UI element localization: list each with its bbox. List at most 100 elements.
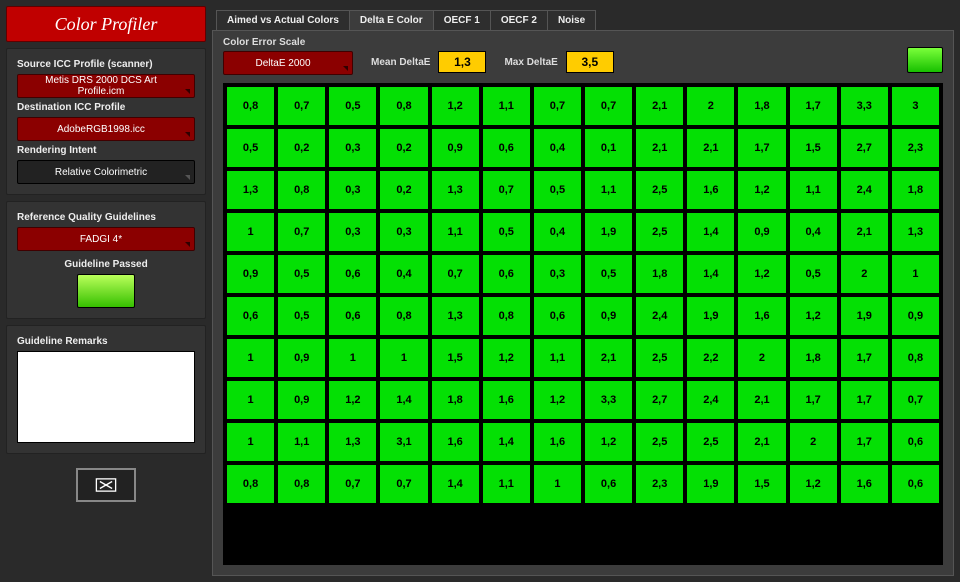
- deltae-cell: 1: [227, 423, 274, 461]
- deltae-cell: 1,3: [432, 171, 479, 209]
- deltae-cell: 1,2: [738, 171, 785, 209]
- close-icon: [95, 478, 117, 492]
- deltae-grid-scroll[interactable]: 0,80,70,50,81,21,10,70,72,121,81,73,330,…: [223, 83, 943, 565]
- max-deltae-value: 3,5: [566, 51, 614, 73]
- ref-guidelines-dropdown[interactable]: FADGI 4*: [17, 227, 195, 251]
- rendering-intent-dropdown[interactable]: Relative Colorimetric: [17, 160, 195, 184]
- deltae-cell: 0,6: [227, 297, 274, 335]
- deltae-cell: 1: [227, 213, 274, 251]
- guidelines-panel: Reference Quality Guidelines FADGI 4* Gu…: [6, 201, 206, 319]
- deltae-cell: 2,1: [738, 381, 785, 419]
- deltae-cell: 1,8: [432, 381, 479, 419]
- color-error-scale-label: Color Error Scale: [223, 37, 353, 48]
- deltae-cell: 0,6: [483, 129, 530, 167]
- deltae-cell: 0,9: [227, 255, 274, 293]
- tab-oecf-1[interactable]: OECF 1: [433, 10, 491, 30]
- deltae-cell: 1: [329, 339, 376, 377]
- deltae-cell: 0,6: [892, 465, 939, 503]
- tab-bar: Aimed vs Actual ColorsDelta E ColorOECF …: [212, 6, 954, 30]
- deltae-cell: 1,2: [738, 255, 785, 293]
- deltae-cell: 0,9: [738, 213, 785, 251]
- deltae-cell: 0,5: [227, 129, 274, 167]
- mean-deltae-label: Mean DeltaE: [371, 57, 430, 68]
- deltae-cell: 1,5: [790, 129, 837, 167]
- source-icc-label: Source ICC Profile (scanner): [17, 59, 195, 70]
- guideline-remarks-textarea[interactable]: [17, 351, 195, 443]
- deltae-cell: 0,4: [534, 129, 581, 167]
- deltae-cell: 0,2: [380, 129, 427, 167]
- deltae-cell: 2,5: [687, 423, 734, 461]
- deltae-cell: 1,7: [790, 381, 837, 419]
- deltae-cell: 1,6: [687, 171, 734, 209]
- deltae-cell: 1,9: [687, 465, 734, 503]
- deltae-cell: 1: [534, 465, 581, 503]
- deltae-cell: 0,2: [380, 171, 427, 209]
- close-button[interactable]: [76, 468, 136, 502]
- deltae-cell: 2,7: [636, 381, 683, 419]
- tab-noise[interactable]: Noise: [547, 10, 596, 30]
- deltae-cell: 1,6: [534, 423, 581, 461]
- deltae-cell: 0,7: [483, 171, 530, 209]
- tab-delta-e-color[interactable]: Delta E Color: [349, 10, 434, 30]
- deltae-cell: 0,4: [380, 255, 427, 293]
- deltae-cell: 0,8: [380, 87, 427, 125]
- tab-oecf-2[interactable]: OECF 2: [490, 10, 548, 30]
- deltae-cell: 2,1: [636, 87, 683, 125]
- deltae-cell: 1,9: [841, 297, 888, 335]
- deltae-cell: 0,8: [278, 171, 325, 209]
- status-indicator: [907, 47, 943, 73]
- deltae-cell: 1,1: [483, 465, 530, 503]
- deltae-cell: 0,8: [227, 465, 274, 503]
- deltae-cell: 1,9: [687, 297, 734, 335]
- deltae-cell: 1,6: [432, 423, 479, 461]
- guideline-passed-label: Guideline Passed: [17, 259, 195, 270]
- deltae-cell: 1,2: [483, 339, 530, 377]
- deltae-cell: 1,4: [380, 381, 427, 419]
- deltae-cell: 0,5: [534, 171, 581, 209]
- dest-icc-dropdown[interactable]: AdobeRGB1998.icc: [17, 117, 195, 141]
- deltae-cell: 0,9: [278, 339, 325, 377]
- deltae-cell: 0,8: [227, 87, 274, 125]
- mean-deltae-value: 1,3: [438, 51, 486, 73]
- deltae-cell: 0,5: [483, 213, 530, 251]
- deltae-cell: 0,4: [790, 213, 837, 251]
- deltae-cell: 2,5: [636, 171, 683, 209]
- deltae-cell: 3: [892, 87, 939, 125]
- deltae-cell: 1,2: [790, 465, 837, 503]
- deltae-cell: 1,1: [483, 87, 530, 125]
- deltae-cell: 1,8: [636, 255, 683, 293]
- deltae-cell: 0,6: [892, 423, 939, 461]
- deltae-cell: 0,1: [585, 129, 632, 167]
- deltae-cell: 2,4: [841, 171, 888, 209]
- deltae-cell: 1,2: [790, 297, 837, 335]
- deltae-cell: 2,1: [636, 129, 683, 167]
- deltae-cell: 0,7: [432, 255, 479, 293]
- max-deltae-label: Max DeltaE: [504, 57, 557, 68]
- deltae-cell: 2: [738, 339, 785, 377]
- deltae-cell: 0,8: [278, 465, 325, 503]
- color-error-scale-dropdown[interactable]: DeltaE 2000: [223, 51, 353, 75]
- deltae-cell: 2,1: [841, 213, 888, 251]
- guideline-remarks-label: Guideline Remarks: [17, 336, 195, 347]
- deltae-cell: 0,5: [585, 255, 632, 293]
- deltae-cell: 2,1: [687, 129, 734, 167]
- deltae-cell: 1,9: [585, 213, 632, 251]
- deltae-grid: 0,80,70,50,81,21,10,70,72,121,81,73,330,…: [223, 83, 943, 507]
- deltae-cell: 1,1: [790, 171, 837, 209]
- deltae-cell: 2,5: [636, 213, 683, 251]
- source-icc-dropdown[interactable]: Metis DRS 2000 DCS Art Profile.icm: [17, 74, 195, 98]
- deltae-cell: 0,3: [329, 129, 376, 167]
- deltae-cell: 1,2: [432, 87, 479, 125]
- content-area: Aimed vs Actual ColorsDelta E ColorOECF …: [212, 6, 954, 576]
- deltae-cell: 3,3: [841, 87, 888, 125]
- deltae-cell: 0,6: [483, 255, 530, 293]
- deltae-cell: 0,7: [278, 87, 325, 125]
- deltae-cell: 1: [380, 339, 427, 377]
- deltae-cell: 0,5: [790, 255, 837, 293]
- deltae-cell: 2,1: [585, 339, 632, 377]
- deltae-cell: 1,5: [738, 465, 785, 503]
- deltae-cell: 2,3: [892, 129, 939, 167]
- tab-aimed-vs-actual-colors[interactable]: Aimed vs Actual Colors: [216, 10, 350, 30]
- deltae-cell: 1,6: [738, 297, 785, 335]
- deltae-cell: 0,7: [278, 213, 325, 251]
